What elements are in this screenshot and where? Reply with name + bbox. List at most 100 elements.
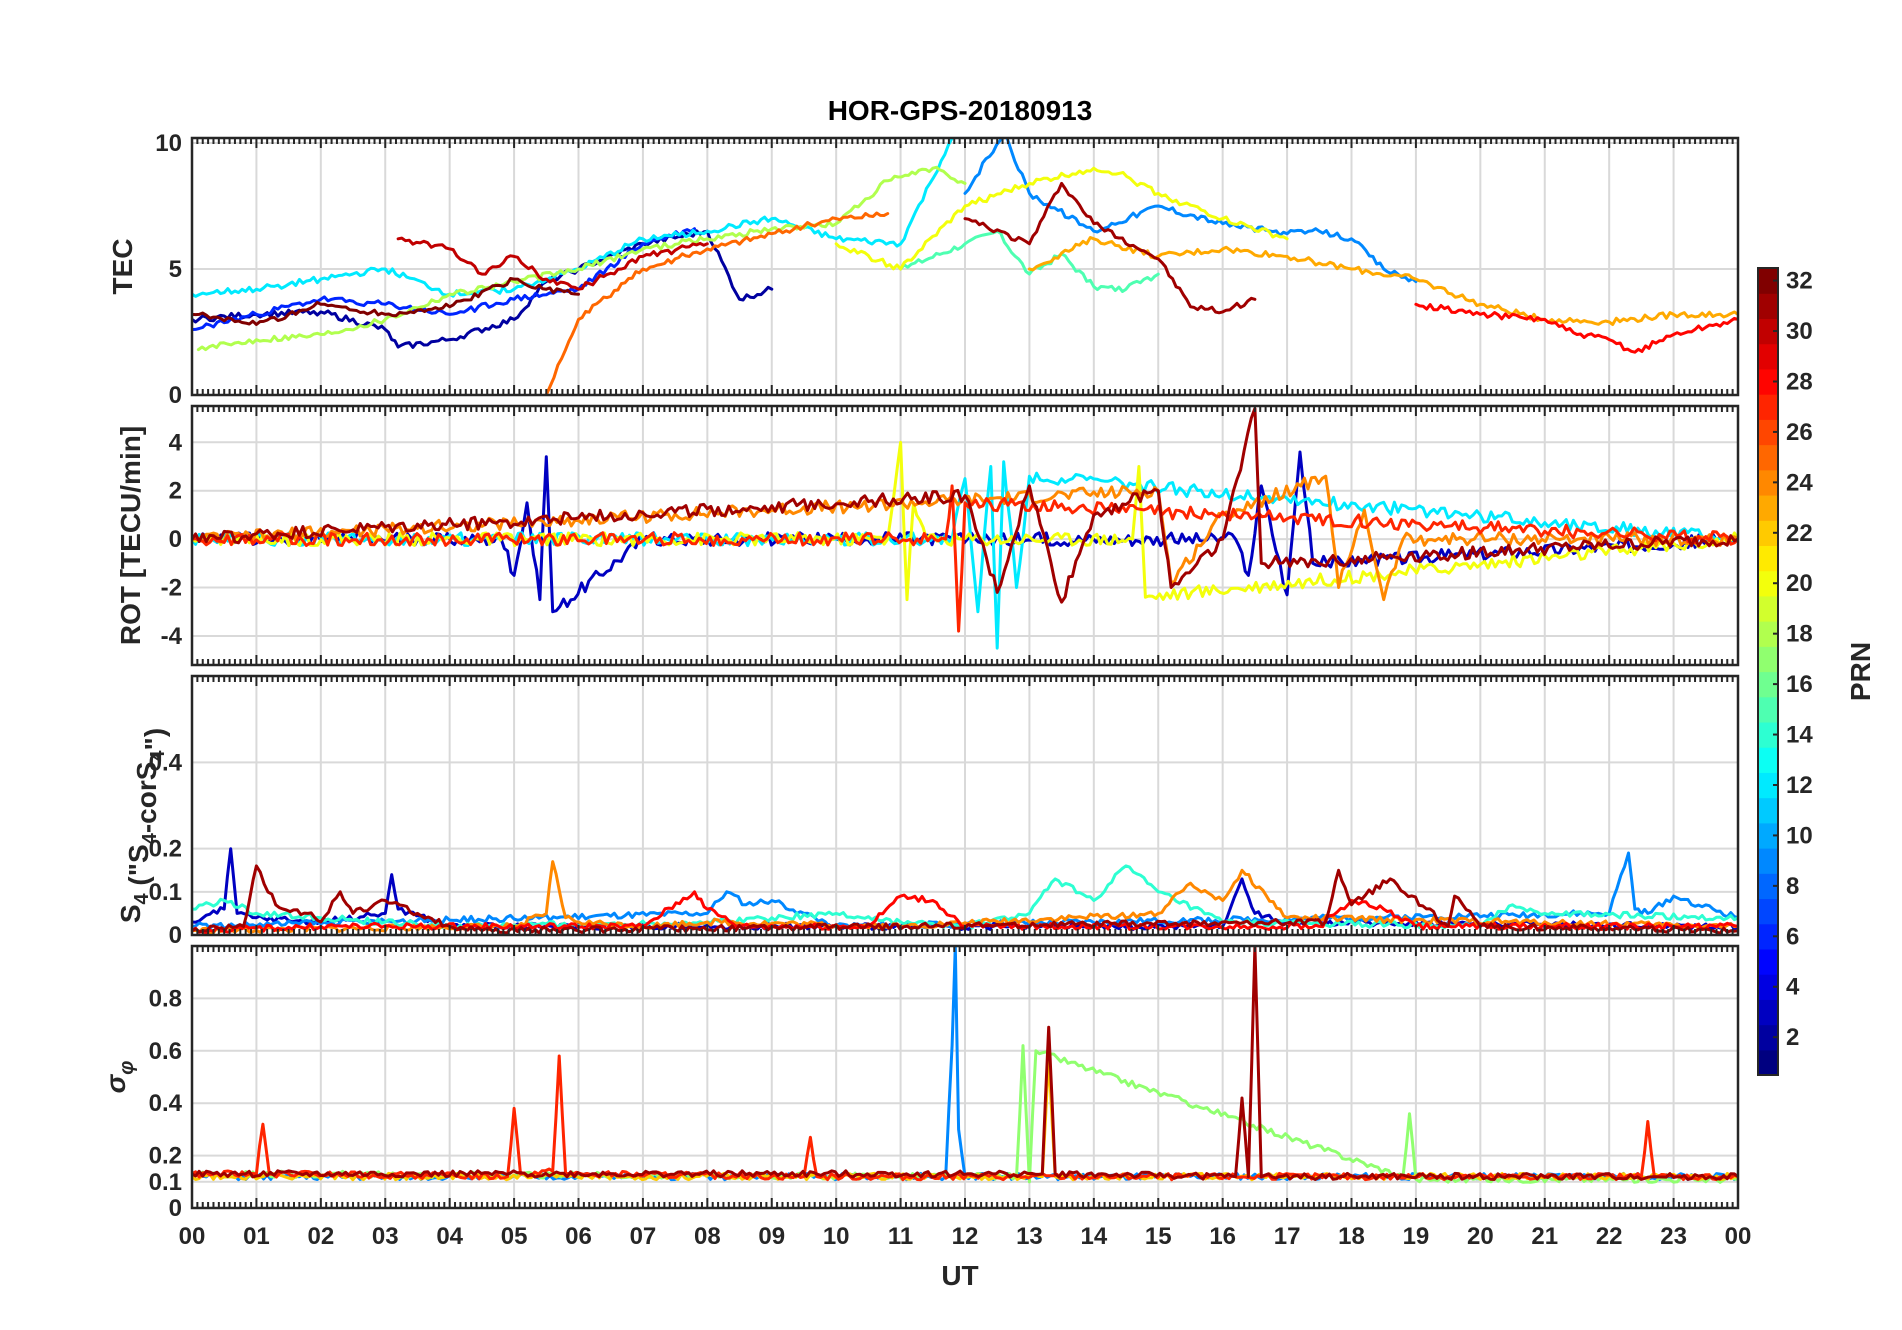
x-axis-label: UT xyxy=(941,1260,978,1291)
colorbar-segment xyxy=(1758,343,1778,370)
colorbar-segment xyxy=(1758,494,1778,521)
y-tick-label: 0 xyxy=(169,526,182,553)
colorbar-label: PRN xyxy=(1845,642,1876,701)
trace-prn-23 xyxy=(1027,236,1738,326)
trace-prn-27 xyxy=(192,484,1738,633)
colorbar-tick-label: 30 xyxy=(1786,318,1813,345)
y-axis-label: σφ xyxy=(100,1061,138,1094)
colorbar-tick-label: 28 xyxy=(1786,368,1813,395)
colorbar-segment xyxy=(1758,1024,1778,1051)
colorbar-segment xyxy=(1758,923,1778,950)
colorbar-segment xyxy=(1758,268,1778,294)
y-tick-label: 2 xyxy=(169,478,182,505)
y-axis-label: S4 ("S4-corS4") xyxy=(115,728,170,923)
colorbar-segment xyxy=(1758,419,1778,446)
y-tick-label: -2 xyxy=(161,575,182,602)
trace-prn-31 xyxy=(192,406,1738,604)
panel-1-traces xyxy=(192,138,1738,395)
colorbar-tick-label: 12 xyxy=(1786,772,1813,799)
chart-title: HOR-GPS-20180913 xyxy=(828,95,1093,126)
y-tick-label: 0.2 xyxy=(149,836,182,863)
y-tick-label: 0.6 xyxy=(149,1038,182,1065)
colorbar-segment xyxy=(1758,772,1778,799)
trace-prn-15 xyxy=(899,229,1160,293)
y-tick-label: -4 xyxy=(161,623,183,650)
colorbar-tick-label: 2 xyxy=(1786,1024,1799,1051)
x-tick-label: 20 xyxy=(1467,1223,1494,1250)
panel-2-traces xyxy=(192,406,1738,650)
x-tick-label: 09 xyxy=(758,1223,785,1250)
panel-4-traces xyxy=(192,946,1738,1184)
y-tick-label: 0.1 xyxy=(149,1169,182,1196)
x-tick-label: 11 xyxy=(888,1223,913,1250)
x-tick-label: 14 xyxy=(1080,1223,1107,1250)
colorbar-segment xyxy=(1758,293,1778,320)
x-tick-label: 01 xyxy=(243,1223,270,1250)
y-tick-label: 5 xyxy=(169,256,182,283)
colorbar-segment xyxy=(1758,469,1778,496)
colorbar-segment xyxy=(1758,520,1778,547)
colorbar-tick-label: 10 xyxy=(1786,822,1813,849)
colorbar-segment xyxy=(1758,444,1778,471)
x-tick-label: 15 xyxy=(1145,1223,1172,1250)
y-axis-label: TEC xyxy=(107,239,138,295)
x-tick-label: 13 xyxy=(1016,1223,1043,1250)
colorbar-segment xyxy=(1758,545,1778,572)
colorbar-tick-label: 22 xyxy=(1786,520,1813,547)
colorbar-segment xyxy=(1758,999,1778,1026)
x-tick-label: 03 xyxy=(372,1223,399,1250)
colorbar-segment xyxy=(1758,570,1778,597)
x-tick-label: 18 xyxy=(1338,1223,1365,1250)
y-tick-label: 4 xyxy=(169,429,183,456)
colorbar-segment xyxy=(1758,721,1778,748)
x-tick-label: 06 xyxy=(565,1223,592,1250)
trace-prn-6 xyxy=(192,227,696,331)
y-tick-label: 0.4 xyxy=(149,1090,183,1117)
trace-prn-30 xyxy=(396,236,709,291)
colorbar-tick-label: 16 xyxy=(1786,671,1813,698)
colorbar-segment xyxy=(1758,595,1778,622)
colorbar-tick-label: 18 xyxy=(1786,621,1813,648)
x-tick-label: 08 xyxy=(694,1223,721,1250)
colorbar-tick-label: 20 xyxy=(1786,570,1813,597)
trace-prn-20 xyxy=(834,166,1289,271)
colorbar-segment xyxy=(1758,621,1778,647)
colorbar-segment xyxy=(1758,848,1778,874)
trace-prn-9 xyxy=(963,138,1418,284)
y-tick-label: 0 xyxy=(169,1195,182,1222)
y-tick-label: 10 xyxy=(155,130,182,157)
colorbar-segment xyxy=(1758,747,1778,773)
x-tick-label: 00 xyxy=(1725,1223,1752,1250)
colorbar-segment xyxy=(1758,797,1778,824)
colorbar-tick-label: 14 xyxy=(1786,722,1813,749)
colorbar-tick-label: 8 xyxy=(1786,873,1799,900)
colorbar-tick-label: 4 xyxy=(1786,974,1800,1001)
trace-prn-2 xyxy=(192,229,774,349)
x-tick-label: 22 xyxy=(1596,1223,1623,1250)
colorbar-tick-label: 6 xyxy=(1786,923,1799,950)
colorbar-tick-label: 26 xyxy=(1786,419,1813,446)
colorbar-segment xyxy=(1758,318,1778,345)
y-tick-label: 0 xyxy=(169,922,182,949)
colorbar-segment xyxy=(1758,696,1778,723)
x-tick-label: 16 xyxy=(1209,1223,1236,1250)
x-tick-label: 23 xyxy=(1660,1223,1687,1250)
x-tick-label: 10 xyxy=(823,1223,850,1250)
x-tick-label: 19 xyxy=(1403,1223,1430,1250)
trace-prn-32 xyxy=(192,277,580,326)
colorbar-segment xyxy=(1758,898,1778,925)
colorbar-segment xyxy=(1758,368,1778,395)
x-tick-label: 05 xyxy=(501,1223,528,1250)
trace-prn-31 xyxy=(192,946,1738,1181)
y-tick-label: 0 xyxy=(169,382,182,409)
colorbar-segment xyxy=(1758,822,1778,849)
colorbar-segment xyxy=(1758,948,1778,975)
colorbar-tick-label: 32 xyxy=(1786,268,1813,295)
y-tick-label: 0.2 xyxy=(149,1143,182,1170)
colorbar-segment xyxy=(1758,1049,1778,1076)
x-tick-label: 04 xyxy=(436,1223,463,1250)
colorbar-segment xyxy=(1758,646,1778,673)
colorbar-segment xyxy=(1758,974,1778,1000)
